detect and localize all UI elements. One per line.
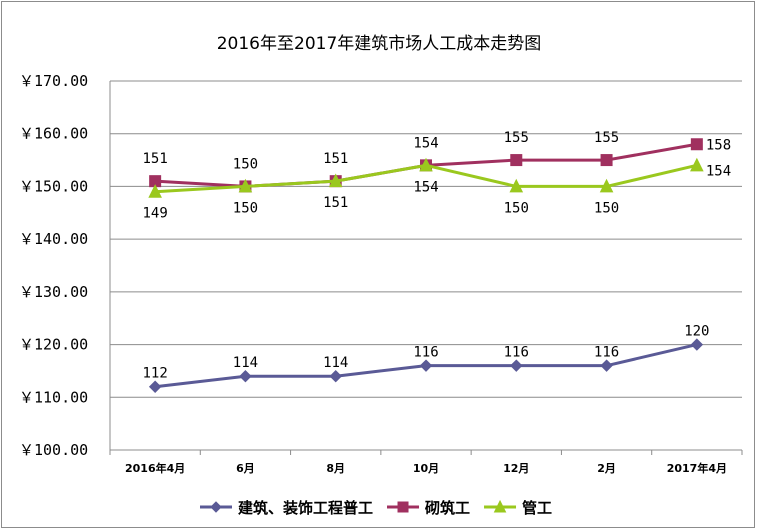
data-point-diamond — [690, 338, 704, 351]
axes — [109, 81, 743, 455]
data-label: 151 — [323, 195, 348, 211]
data-label: 114 — [233, 355, 258, 371]
x-tick-label: 2016年4月 — [125, 461, 185, 475]
y-tick-label: ￥140.00 — [19, 230, 88, 248]
y-tick-label: ￥150.00 — [19, 177, 88, 195]
data-point-triangle — [328, 173, 343, 188]
x-tick-label: 2017年4月 — [667, 461, 727, 475]
data-label: 155 — [504, 130, 529, 146]
legend: 建筑、装饰工程普工 砌筑工 管工 — [200, 499, 552, 517]
data-label: 151 — [142, 151, 167, 167]
y-tick-label: ￥130.00 — [19, 283, 88, 301]
data-point-triangle — [419, 157, 433, 172]
data-point-diamond — [600, 359, 613, 372]
data-label: 112 — [142, 366, 167, 382]
data-point-triangle — [493, 499, 507, 513]
x-tick-label: 10月 — [413, 462, 439, 475]
y-tick-label: ￥110.00 — [19, 388, 88, 406]
x-tick-labels: 2016年4月 6月 8月 10月 12月 2月 2017年4月 — [125, 461, 727, 475]
data-point-triangle — [599, 178, 614, 193]
data-label: 151 — [323, 151, 348, 167]
data-label: 150 — [504, 200, 529, 216]
gridlines — [110, 80, 742, 398]
data-label: 158 — [706, 137, 731, 153]
data-label: 150 — [594, 200, 619, 216]
data-point-diamond — [419, 359, 433, 372]
data-point-square — [690, 138, 703, 151]
data-label: 114 — [323, 355, 348, 371]
legend-label: 管工 — [522, 499, 552, 517]
data-label: 150 — [233, 156, 258, 172]
data-label: 154 — [413, 179, 438, 195]
data-label: 150 — [233, 200, 258, 216]
y-tick-labels: ￥100.00 ￥110.00 ￥120.00 ￥130.00 ￥140.00 ￥150.… — [19, 72, 88, 459]
series-lines — [148, 138, 704, 393]
data-point-diamond — [148, 380, 162, 393]
data-label: 155 — [594, 130, 619, 146]
legend-label: 砌筑工 — [424, 499, 470, 517]
data-point-diamond — [329, 369, 342, 383]
x-tick-label: 8月 — [326, 462, 345, 475]
data-point-triangle — [509, 178, 524, 193]
data-point-square — [397, 501, 409, 513]
y-tick-label: ￥170.00 — [19, 72, 88, 90]
data-label: 149 — [142, 206, 167, 222]
data-point-diamond — [510, 359, 523, 372]
data-point-square — [510, 154, 523, 167]
data-labels: 112 114 114 116 116 116 120 151 150 151 154 155 155 1… — [142, 130, 731, 382]
x-tick-label: 12月 — [503, 462, 529, 475]
chart-title: 2016年至2017年建筑市场人工成本走势图 — [217, 34, 542, 54]
data-label: 154 — [706, 163, 731, 179]
data-label: 116 — [413, 345, 438, 361]
x-tick-label: 6月 — [236, 462, 255, 475]
data-point-triangle — [690, 157, 704, 172]
data-label: 120 — [684, 324, 709, 340]
x-tick-label: 2月 — [597, 462, 616, 475]
data-point-triangle — [238, 178, 253, 193]
data-label: 116 — [594, 345, 619, 361]
y-tick-label: ￥160.00 — [19, 125, 88, 143]
data-point-diamond — [210, 501, 222, 513]
data-point-triangle — [148, 184, 162, 198]
data-point-square — [600, 154, 613, 167]
data-point-diamond — [239, 369, 252, 383]
legend-label: 建筑、装饰工程普工 — [238, 499, 373, 517]
y-tick-label: ￥100.00 — [19, 441, 88, 459]
y-tick-label: ￥120.00 — [19, 336, 88, 354]
data-label: 154 — [413, 135, 438, 151]
data-label: 116 — [504, 345, 529, 361]
